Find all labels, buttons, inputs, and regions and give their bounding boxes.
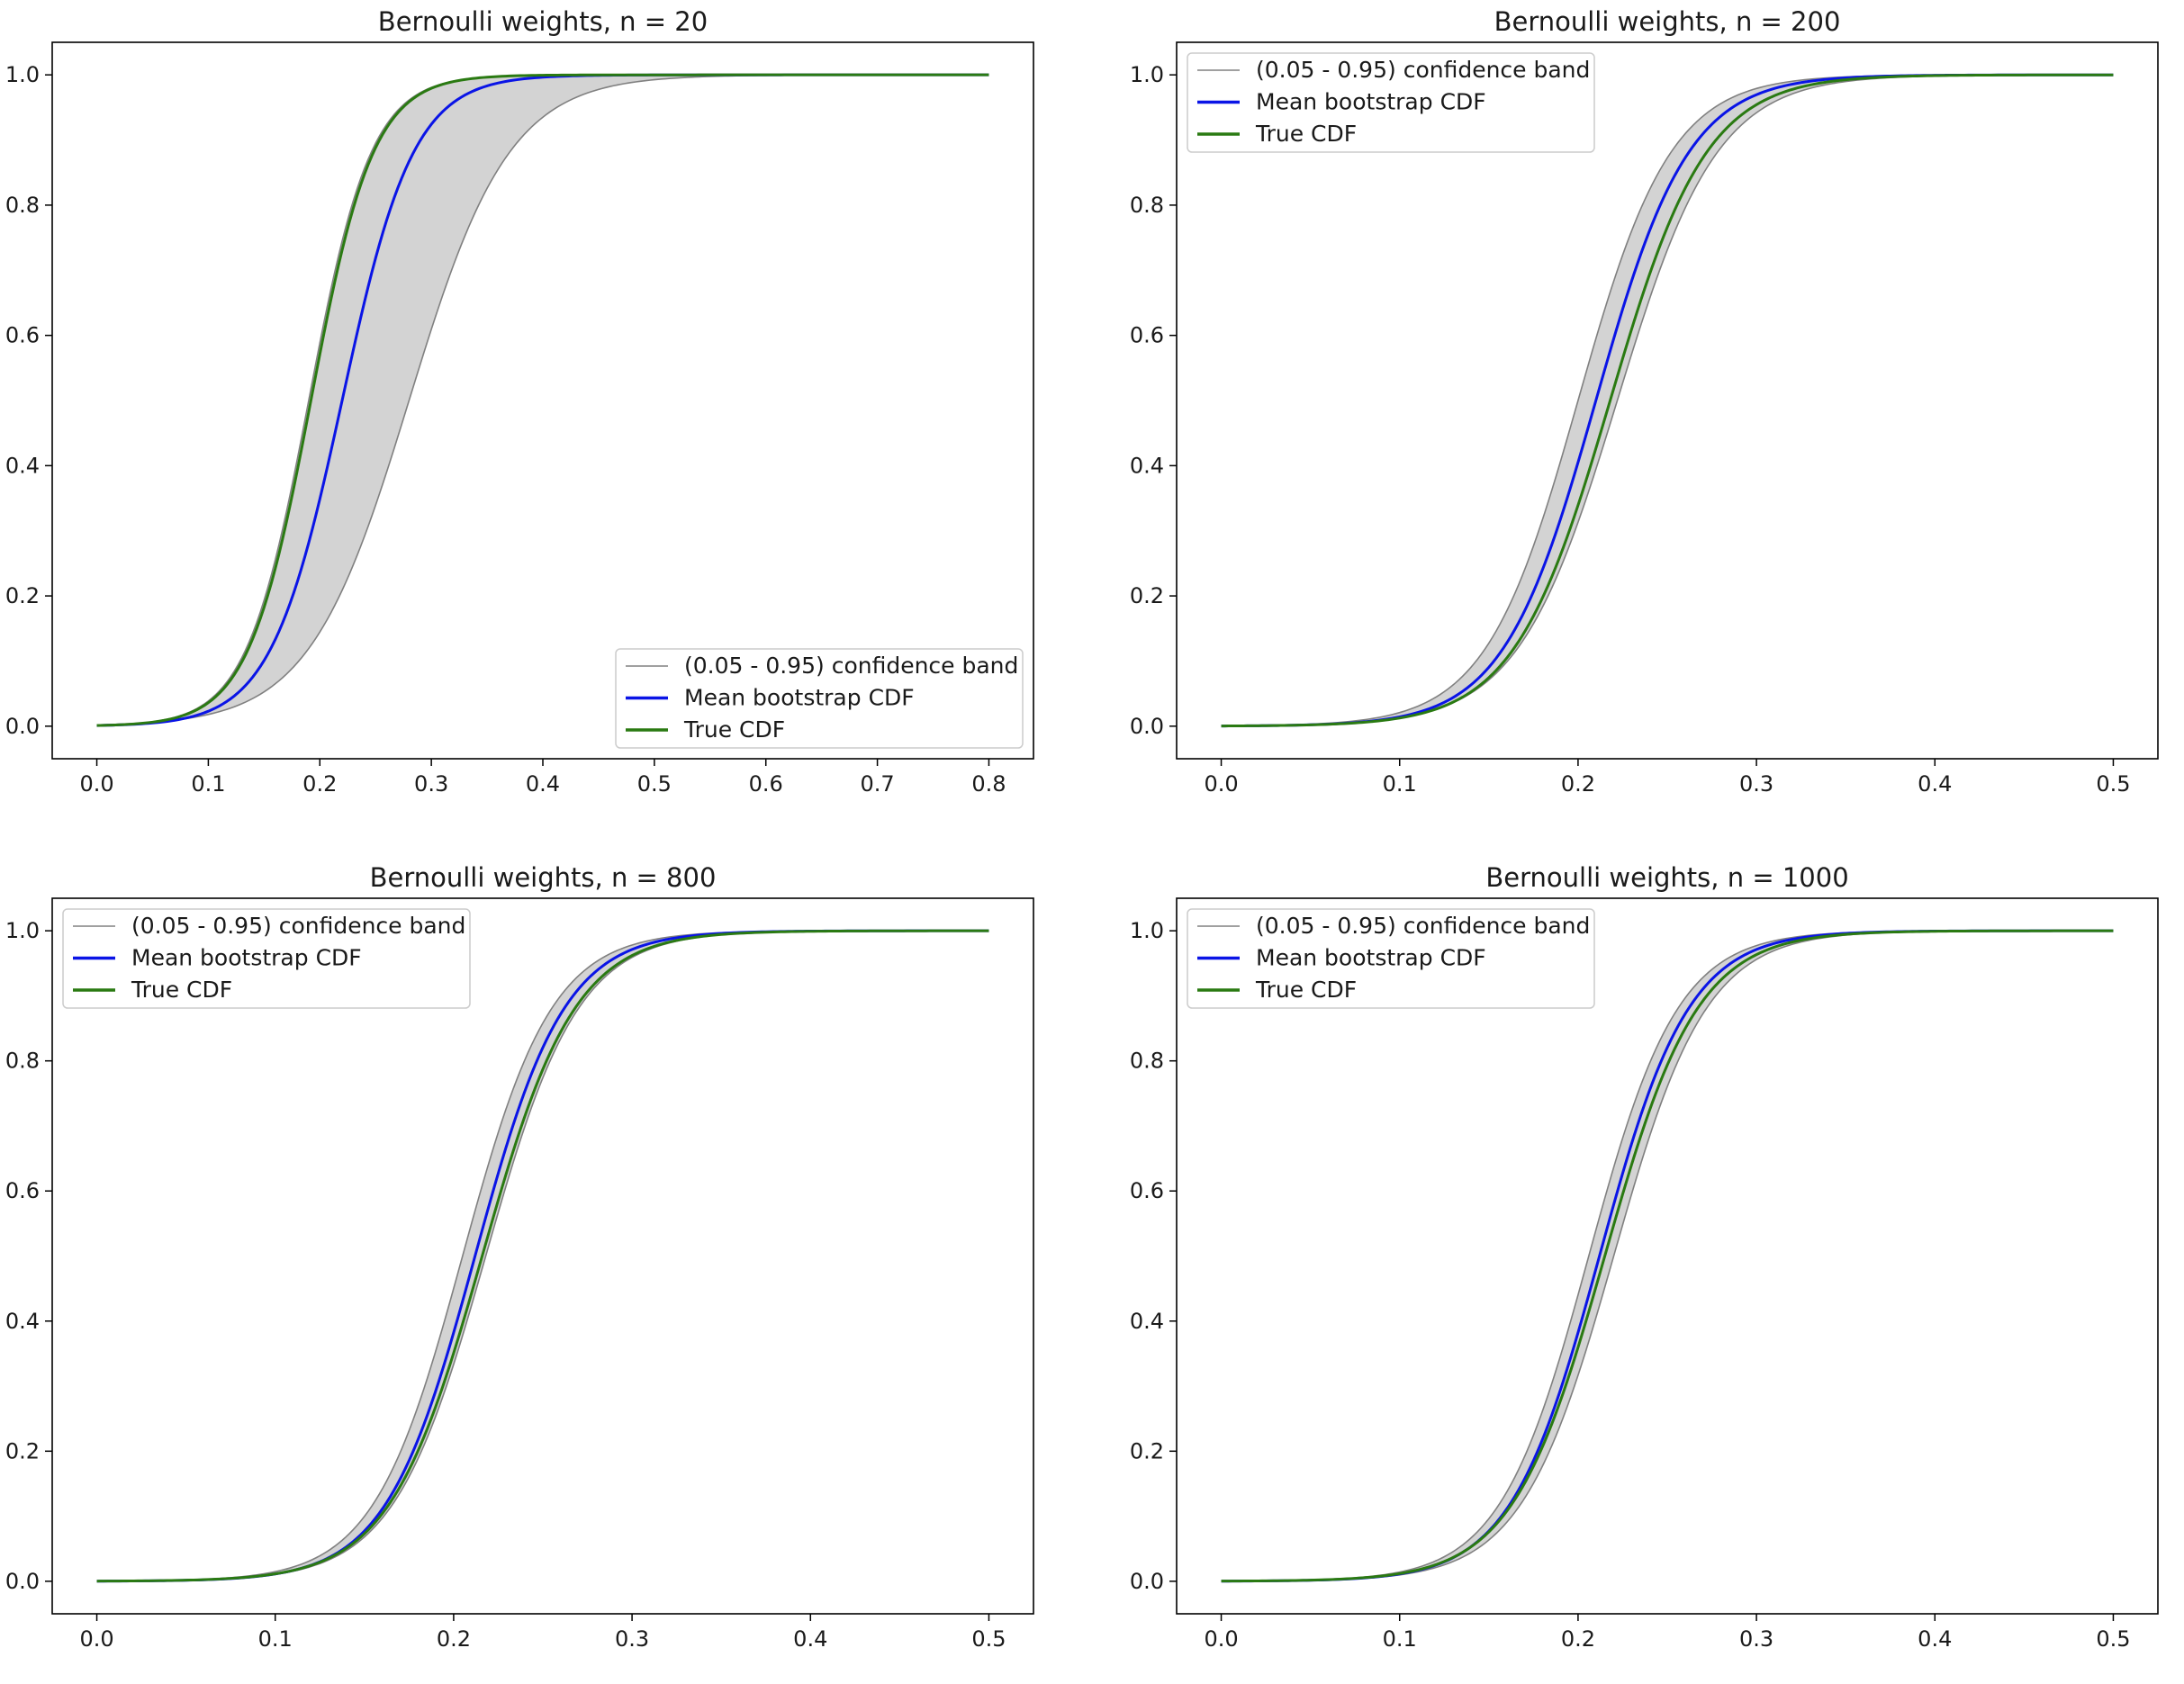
legend-box — [1187, 908, 1595, 1009]
legend-entry-confidence-band-label: (0.05 - 0.95) confidence band — [1256, 913, 1590, 939]
x-tick-label: 0.4 — [526, 771, 560, 797]
legend-box — [1187, 52, 1595, 153]
y-tick-label: 0.8 — [1130, 193, 1164, 218]
x-tick-label: 0.1 — [1383, 771, 1417, 797]
x-tick-label: 0.5 — [2096, 771, 2130, 797]
y-tick-label: 0.4 — [1130, 1309, 1164, 1334]
x-tick-label: 0.1 — [1383, 1626, 1417, 1652]
chart-panel-4: Bernoulli weights, n = 1000 0.0 0.1 0.2 0.3 0… — [1130, 862, 2159, 1652]
x-tick-label: 0.5 — [971, 1626, 1006, 1652]
chart-panel-1: Bernoulli weights, n = 20 0.0 0.1 0.2 0.3 0.4… — [5, 6, 1034, 797]
legend-entry-true-cdf-label: True CDF — [131, 977, 232, 1003]
confidence-band-fill — [1221, 75, 2114, 726]
y-tick-label: 1.0 — [5, 62, 40, 87]
x-tick-label: 0.2 — [302, 771, 337, 797]
y-tick-label: 0.6 — [5, 323, 40, 348]
y-tick-label: 0.0 — [5, 714, 40, 739]
axes-frame — [51, 897, 1034, 1615]
y-tick-label: 0.6 — [1130, 323, 1164, 348]
y-tick-label: 1.0 — [1130, 918, 1164, 943]
legend-entry-confidence-band-label: (0.05 - 0.95) confidence band — [684, 653, 1018, 679]
chart-panel-3: Bernoulli weights, n = 800 0.0 0.1 0.2 0.3 0.… — [5, 862, 1034, 1652]
x-tick-label: 0.7 — [861, 771, 895, 797]
chart-title: Bernoulli weights, n = 1000 — [1485, 862, 1848, 893]
y-tick-label: 0.0 — [1130, 714, 1164, 739]
legend-entry-confidence-band-label: (0.05 - 0.95) confidence band — [131, 913, 465, 939]
y-tick-label: 0.2 — [5, 583, 40, 608]
y-tick-label: 0.2 — [5, 1438, 40, 1463]
x-tick-label: 0.8 — [971, 771, 1006, 797]
y-tick-label: 0.8 — [5, 1049, 40, 1074]
x-tick-label: 0.6 — [749, 771, 783, 797]
chart-title: Bernoulli weights, n = 800 — [370, 862, 717, 893]
true-cdf-line — [1221, 73, 2114, 728]
x-tick-label: 0.3 — [414, 771, 448, 797]
x-tick-label: 0.2 — [1561, 771, 1595, 797]
x-tick-label: 0.2 — [437, 1626, 471, 1652]
legend-entry-mean-bootstrap-cdf-label: Mean bootstrap CDF — [684, 685, 915, 711]
legend-entry-true-cdf-label: True CDF — [683, 716, 785, 743]
legend: (0.05 - 0.95) confidence band Mean bootst… — [1187, 908, 1595, 1009]
legend: (0.05 - 0.95) confidence band Mean bootst… — [1187, 52, 1595, 153]
legend: (0.05 - 0.95) confidence band Mean bootst… — [615, 648, 1024, 749]
y-tick-label: 0.2 — [1130, 583, 1164, 608]
x-tick-label: 0.1 — [191, 771, 225, 797]
y-tick-label: 0.8 — [1130, 1049, 1164, 1074]
legend-entry-true-cdf-label: True CDF — [1255, 977, 1357, 1003]
chart-title: Bernoulli weights, n = 200 — [1494, 6, 1841, 37]
x-tick-label: 0.5 — [637, 771, 672, 797]
legend-box — [62, 908, 471, 1009]
x-tick-label: 0.4 — [793, 1626, 827, 1652]
x-tick-label: 0.0 — [1204, 1626, 1238, 1652]
x-tick-label: 0.4 — [1918, 1626, 1952, 1652]
legend-entry-mean-bootstrap-cdf-label: Mean bootstrap CDF — [131, 945, 362, 971]
chart-title: Bernoulli weights, n = 20 — [378, 6, 708, 37]
y-tick-label: 0.6 — [1130, 1178, 1164, 1203]
x-tick-label: 0.2 — [1561, 1626, 1595, 1652]
legend: (0.05 - 0.95) confidence band Mean bootst… — [62, 908, 471, 1009]
axes-frame — [1176, 897, 2159, 1615]
legend-entry-mean-bootstrap-cdf-label: Mean bootstrap CDF — [1256, 89, 1486, 115]
y-tick-label: 0.8 — [5, 193, 40, 218]
x-tick-label: 0.3 — [615, 1626, 649, 1652]
x-tick-label: 0.5 — [2096, 1626, 2130, 1652]
legend-box — [615, 648, 1024, 749]
legend-entry-true-cdf-label: True CDF — [1255, 121, 1357, 147]
x-tick-label: 0.3 — [1739, 1626, 1773, 1652]
true-cdf-line — [96, 929, 989, 1583]
x-tick-label: 0.0 — [1204, 771, 1238, 797]
confidence-band-fill — [1221, 931, 2114, 1581]
legend-entry-confidence-band-label: (0.05 - 0.95) confidence band — [1256, 57, 1590, 83]
confidence-band-fill — [96, 931, 989, 1581]
y-tick-label: 1.0 — [1130, 62, 1164, 87]
legend-entry-mean-bootstrap-cdf-label: Mean bootstrap CDF — [1256, 945, 1486, 971]
chart-panel-2: Bernoulli weights, n = 200 0.0 0.1 0.2 0.3 0.… — [1130, 6, 2159, 797]
y-tick-label: 1.0 — [5, 918, 40, 943]
axes-frame — [51, 41, 1034, 760]
y-tick-label: 0.4 — [5, 1309, 40, 1334]
x-tick-label: 0.1 — [258, 1626, 293, 1652]
true-cdf-line — [1221, 929, 2114, 1583]
x-tick-label: 0.0 — [79, 771, 113, 797]
true-cdf-line — [96, 73, 989, 727]
y-tick-label: 0.4 — [5, 453, 40, 478]
y-tick-label: 0.4 — [1130, 453, 1164, 478]
confidence-band-fill — [96, 75, 989, 726]
y-tick-label: 0.0 — [1130, 1569, 1164, 1594]
x-tick-label: 0.0 — [79, 1626, 113, 1652]
y-tick-label: 0.2 — [1130, 1438, 1164, 1463]
y-tick-label: 0.6 — [5, 1178, 40, 1203]
x-tick-label: 0.4 — [1918, 771, 1952, 797]
x-tick-label: 0.3 — [1739, 771, 1773, 797]
y-tick-label: 0.0 — [5, 1569, 40, 1594]
